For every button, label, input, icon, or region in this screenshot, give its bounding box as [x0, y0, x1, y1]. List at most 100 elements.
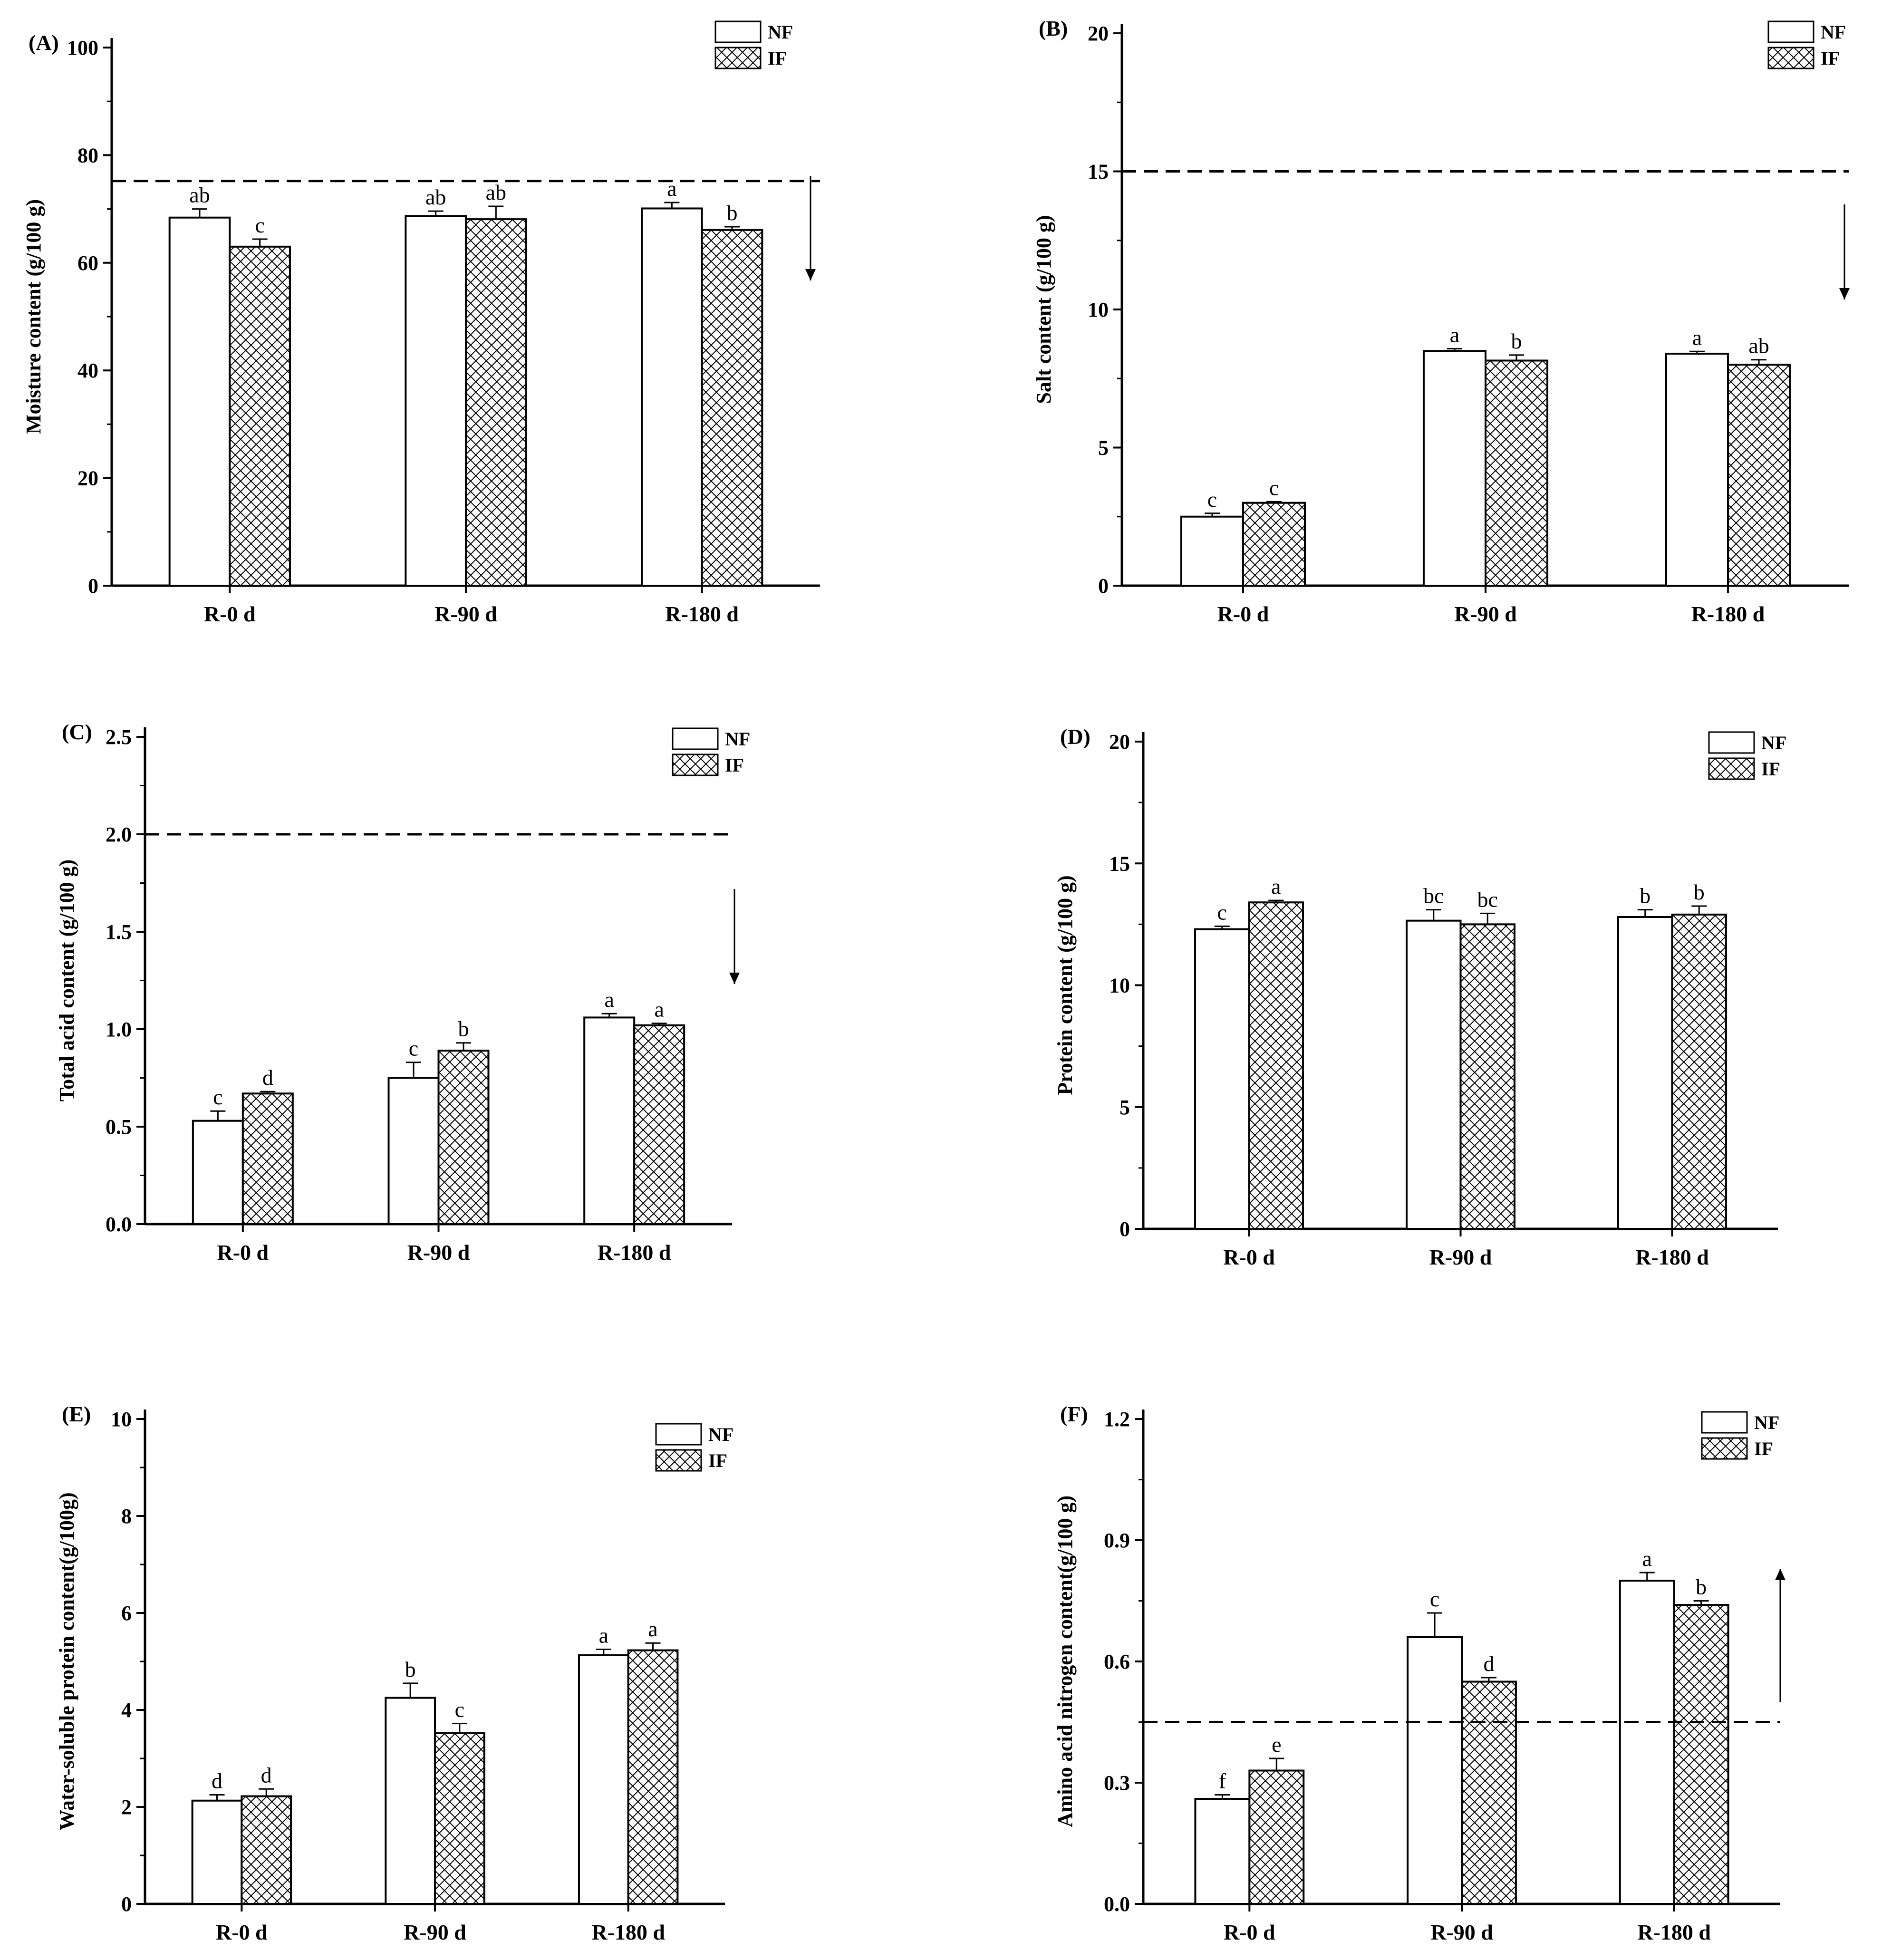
bar-if: [229, 245, 291, 587]
x-tick-label: R-90 d: [1429, 1245, 1492, 1269]
significance-label: c: [1269, 475, 1279, 500]
trend-arrow-head: [729, 973, 740, 984]
y-tick-label: 100: [67, 36, 98, 59]
bar-nf: [1194, 1798, 1251, 1905]
panel-a: 0 20 40 60 80 100 Moisture content (g/100 g) (A…: [22, 20, 820, 626]
y-tick-label: 0.3: [1104, 1771, 1130, 1795]
bar-nf: [191, 1799, 243, 1905]
bar-if: [1459, 923, 1515, 1230]
significance-label: bc: [1423, 884, 1444, 908]
panel-label: (F): [1060, 1402, 1088, 1426]
significance-label: b: [1511, 329, 1522, 353]
panel-label: (E): [62, 1402, 91, 1426]
bar-if: [1461, 1680, 1517, 1905]
significance-label: bc: [1477, 887, 1498, 911]
legend-label: NF: [725, 728, 750, 750]
significance-label: b: [1694, 880, 1705, 904]
y-axis-title: Total acid content (g/100 g): [55, 859, 78, 1101]
bar-if: [241, 1795, 292, 1905]
significance-label: a: [667, 176, 676, 201]
significance-label: f: [1219, 1769, 1226, 1793]
legend-swatch-nf: [1701, 1411, 1748, 1434]
significance-label: a: [1450, 323, 1459, 347]
legend-label: NF: [1821, 21, 1846, 43]
panel-f: 0.0 0.3 0.6 0.9 1.2 Amino acid nitrogen conte…: [1053, 1402, 1785, 1944]
y-tick-label: 8: [121, 1505, 132, 1528]
panel-b: 0 5 10 15 20 Salt content (g/100 g) (B) R-0 d c c…: [1032, 16, 1850, 626]
bar-nf: [1194, 928, 1250, 1230]
y-tick-label: 80: [77, 144, 98, 167]
y-tick-label: 0.0: [106, 1213, 132, 1236]
y-tick-label: 15: [1088, 160, 1109, 183]
y-tick-label: 1.5: [106, 920, 132, 944]
legend-swatch-nf: [655, 1423, 702, 1446]
legend-swatch-nf: [1708, 731, 1755, 754]
x-tick-label: R-90 d: [1454, 602, 1517, 626]
significance-label: c: [1430, 1587, 1439, 1611]
legend-swatch-if: [1701, 1437, 1748, 1460]
significance-label: e: [1272, 1732, 1281, 1757]
panel-label: (D): [1060, 724, 1091, 749]
significance-label: b: [1696, 1575, 1707, 1599]
y-tick-label: 0: [1120, 1217, 1130, 1241]
y-axis-title: Water-soluble protein content(g/100g): [55, 1492, 78, 1830]
y-tick-label: 0: [1098, 574, 1109, 598]
significance-label: a: [1271, 874, 1281, 898]
bar-nf: [1617, 916, 1673, 1230]
significance-label: c: [255, 213, 264, 237]
legend-label: IF: [725, 754, 744, 776]
x-tick-label: R-90 d: [407, 1240, 470, 1265]
y-axis-title: Protein content (g/100 g): [1053, 875, 1077, 1095]
y-tick-label: 2: [121, 1796, 132, 1819]
y-tick-label: 5: [1120, 1096, 1130, 1119]
panel-d: 0 5 10 15 20 Protein content (g/100 g) (D) R-0 …: [1053, 724, 1786, 1269]
y-axis-title: Amino acid nitrogen content(g/100 g): [1053, 1496, 1077, 1827]
x-tick-label: R-90 d: [1430, 1920, 1493, 1944]
panel-label: (C): [62, 720, 92, 744]
legend-label: IF: [768, 48, 787, 69]
y-tick-label: 0.9: [1104, 1529, 1130, 1552]
legend-swatch-if: [655, 1449, 702, 1472]
y-tick-label: 10: [1109, 974, 1130, 997]
bar-nf: [387, 1077, 440, 1225]
y-tick-label: 2.0: [106, 823, 132, 846]
significance-label: c: [409, 1036, 418, 1061]
y-tick-label: 2.5: [106, 725, 132, 749]
trend-arrow-head: [1839, 288, 1850, 299]
panel-e: 0 2 4 6 8 10 Water-soluble protein content(g/1…: [55, 1402, 733, 1944]
y-tick-label: 20: [1109, 730, 1130, 753]
legend-label: NF: [1761, 732, 1786, 753]
legend-swatch-if: [672, 753, 719, 776]
significance-label: ab: [189, 183, 210, 207]
significance-label: d: [261, 1763, 272, 1787]
x-tick-label: R-180 d: [591, 1920, 665, 1944]
y-tick-label: 5: [1098, 436, 1109, 460]
significance-label: a: [599, 1623, 608, 1648]
bar-nf: [192, 1120, 244, 1226]
x-tick-label: R-0 d: [1217, 602, 1269, 626]
legend-swatch-if: [714, 47, 762, 69]
x-tick-label: R-90 d: [434, 602, 497, 626]
y-tick-label: 6: [121, 1602, 132, 1625]
y-tick-label: 40: [77, 359, 98, 382]
significance-label: d: [262, 1065, 273, 1090]
legend-label: IF: [1761, 758, 1780, 780]
bar-nf: [1422, 350, 1487, 587]
legend-label: IF: [708, 1450, 727, 1471]
bar-if: [1248, 901, 1304, 1230]
bar-nf: [1407, 1636, 1463, 1905]
bar-if: [241, 1092, 294, 1225]
x-tick-label: R-0 d: [1223, 1245, 1275, 1269]
y-tick-label: 15: [1109, 852, 1130, 875]
x-tick-label: R-180 d: [598, 1240, 671, 1265]
significance-label: c: [213, 1085, 222, 1109]
legend-label: IF: [1821, 48, 1840, 69]
bar-nf: [1619, 1580, 1675, 1905]
bar-if: [1242, 502, 1306, 587]
panel-label: (B): [1039, 16, 1068, 40]
bar-nf: [168, 216, 231, 587]
significance-label: b: [1640, 884, 1650, 908]
significance-label: b: [726, 201, 737, 225]
y-axis-title: Salt content (g/100 g): [1032, 215, 1055, 404]
y-tick-label: 0.0: [1104, 1892, 1130, 1916]
